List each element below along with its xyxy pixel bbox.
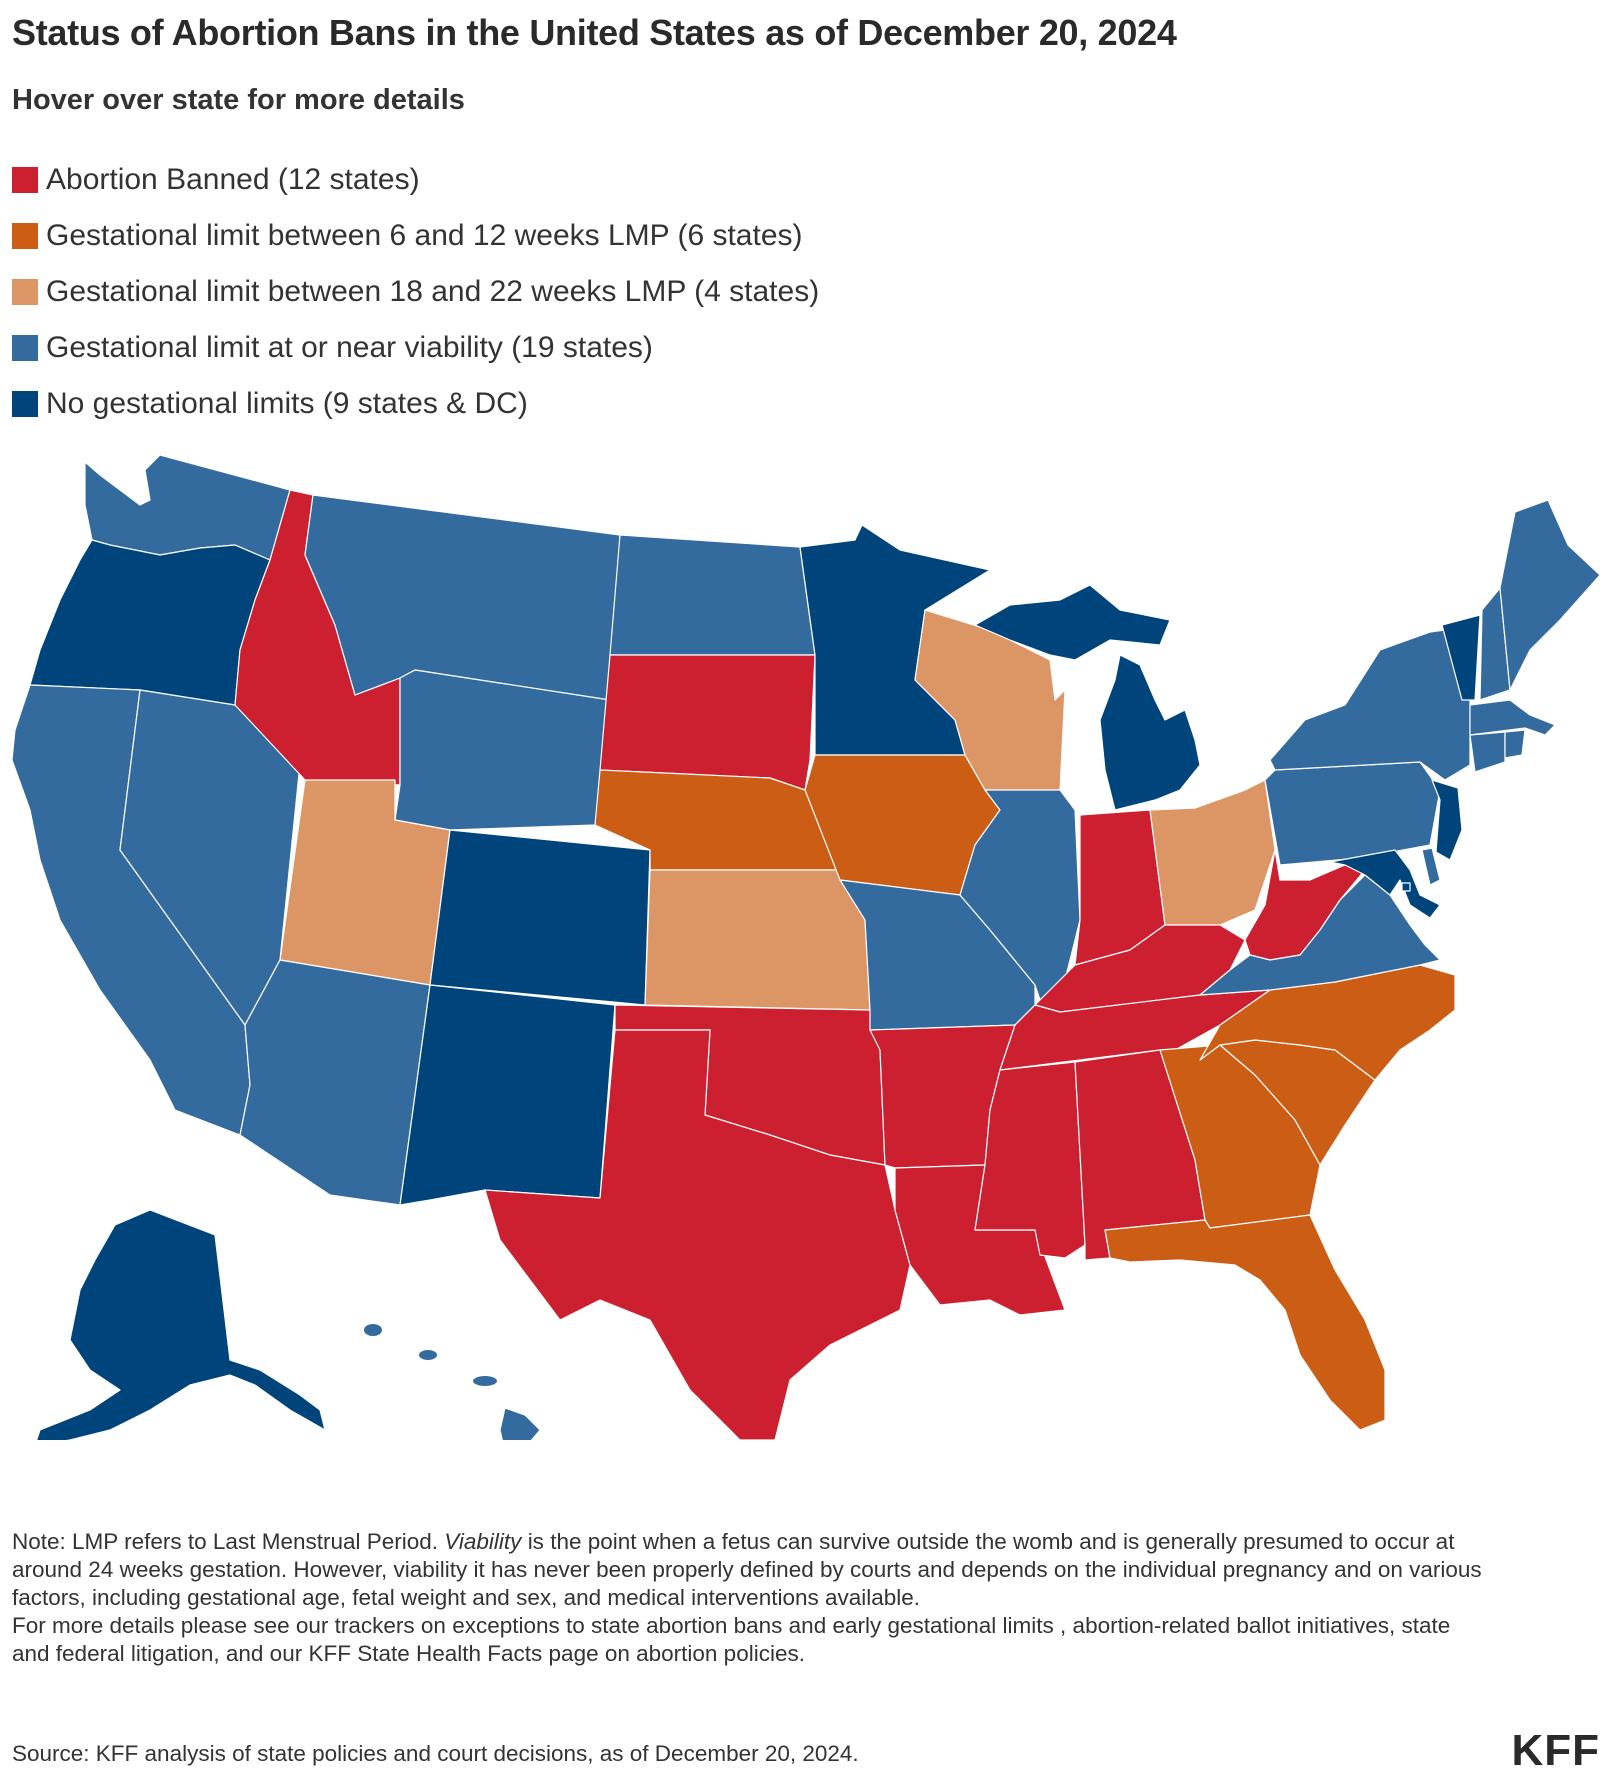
state-OR[interactable] xyxy=(29,539,271,706)
legend-label: Gestational limit between 6 and 12 weeks… xyxy=(46,219,803,252)
state-MA[interactable] xyxy=(1469,699,1556,736)
us-map xyxy=(11,454,1601,1440)
state-SD[interactable] xyxy=(599,654,816,791)
note-paragraph: Note: LMP refers to Last Menstrual Perio… xyxy=(12,1528,1492,1612)
state-AZ[interactable] xyxy=(239,959,431,1206)
legend-item-18-22-weeks[interactable]: Gestational limit between 18 and 22 week… xyxy=(12,264,819,320)
state-CT[interactable] xyxy=(1469,731,1506,773)
legend-swatch-18-22-weeks xyxy=(12,279,38,305)
state-IL[interactable] xyxy=(959,789,1081,1001)
state-NY[interactable] xyxy=(1269,627,1471,781)
note-italic-term: Viability xyxy=(444,1529,522,1554)
state-MT[interactable] xyxy=(304,494,621,701)
legend-label: Gestational limit at or near viability (… xyxy=(46,331,653,364)
state-RI[interactable] xyxy=(1504,729,1526,759)
state-DE[interactable] xyxy=(1421,847,1441,886)
chart-subtitle: Hover over state for more details xyxy=(12,84,465,116)
state-CO[interactable] xyxy=(429,829,651,1006)
state-HI-group xyxy=(364,1324,541,1440)
legend-swatch-banned xyxy=(12,167,38,193)
state-ND[interactable] xyxy=(609,534,816,656)
note-body: is the point when a fetus can survive ou… xyxy=(12,1529,1482,1610)
legend-item-no-limits[interactable]: No gestational limits (9 states & DC) xyxy=(12,376,819,432)
state-VT[interactable] xyxy=(1441,614,1481,701)
legend-item-6-12-weeks[interactable]: Gestational limit between 6 and 12 weeks… xyxy=(12,208,819,264)
state-HI-oahu[interactable] xyxy=(419,1350,437,1360)
state-OH[interactable] xyxy=(1149,779,1276,926)
state-AK[interactable] xyxy=(35,1209,326,1440)
state-KS[interactable] xyxy=(644,869,871,1011)
state-DC[interactable] xyxy=(1401,882,1411,892)
chart-title: Status of Abortion Bans in the United St… xyxy=(12,12,1177,53)
legend-label: No gestational limits (9 states & DC) xyxy=(46,387,528,420)
state-PA[interactable] xyxy=(1264,761,1441,866)
state-MD[interactable] xyxy=(1329,849,1441,919)
state-ME[interactable] xyxy=(1499,499,1601,691)
state-WA[interactable] xyxy=(84,454,291,561)
state-MI-UP[interactable] xyxy=(974,584,1171,661)
state-HI-maui[interactable] xyxy=(473,1376,497,1386)
state-HI-kauai[interactable] xyxy=(364,1324,382,1336)
state-MI[interactable] xyxy=(1099,654,1201,811)
state-HI[interactable] xyxy=(499,1407,541,1440)
state-TX[interactable] xyxy=(484,1029,911,1440)
kff-logo: KFF xyxy=(1511,1726,1600,1775)
state-NJ[interactable] xyxy=(1431,779,1463,861)
legend-swatch-6-12-weeks xyxy=(12,223,38,249)
footnote: Note: LMP refers to Last Menstrual Perio… xyxy=(12,1528,1492,1668)
legend-swatch-no-limits xyxy=(12,391,38,417)
source-line: Source: KFF analysis of state policies a… xyxy=(12,1741,859,1766)
legend-swatch-viability xyxy=(12,335,38,361)
legend-label: Abortion Banned (12 states) xyxy=(46,163,420,196)
state-NM[interactable] xyxy=(399,984,616,1206)
state-FL[interactable] xyxy=(1104,1214,1386,1431)
legend-label: Gestational limit between 18 and 22 week… xyxy=(46,275,820,308)
legend: Abortion Banned (12 states) Gestational … xyxy=(12,152,819,432)
note-prefix: Note: LMP refers to Last Menstrual Perio… xyxy=(12,1529,439,1554)
legend-item-banned[interactable]: Abortion Banned (12 states) xyxy=(12,152,819,208)
legend-item-viability[interactable]: Gestational limit at or near viability (… xyxy=(12,320,819,376)
more-details-paragraph: For more details please see our trackers… xyxy=(12,1613,1451,1666)
